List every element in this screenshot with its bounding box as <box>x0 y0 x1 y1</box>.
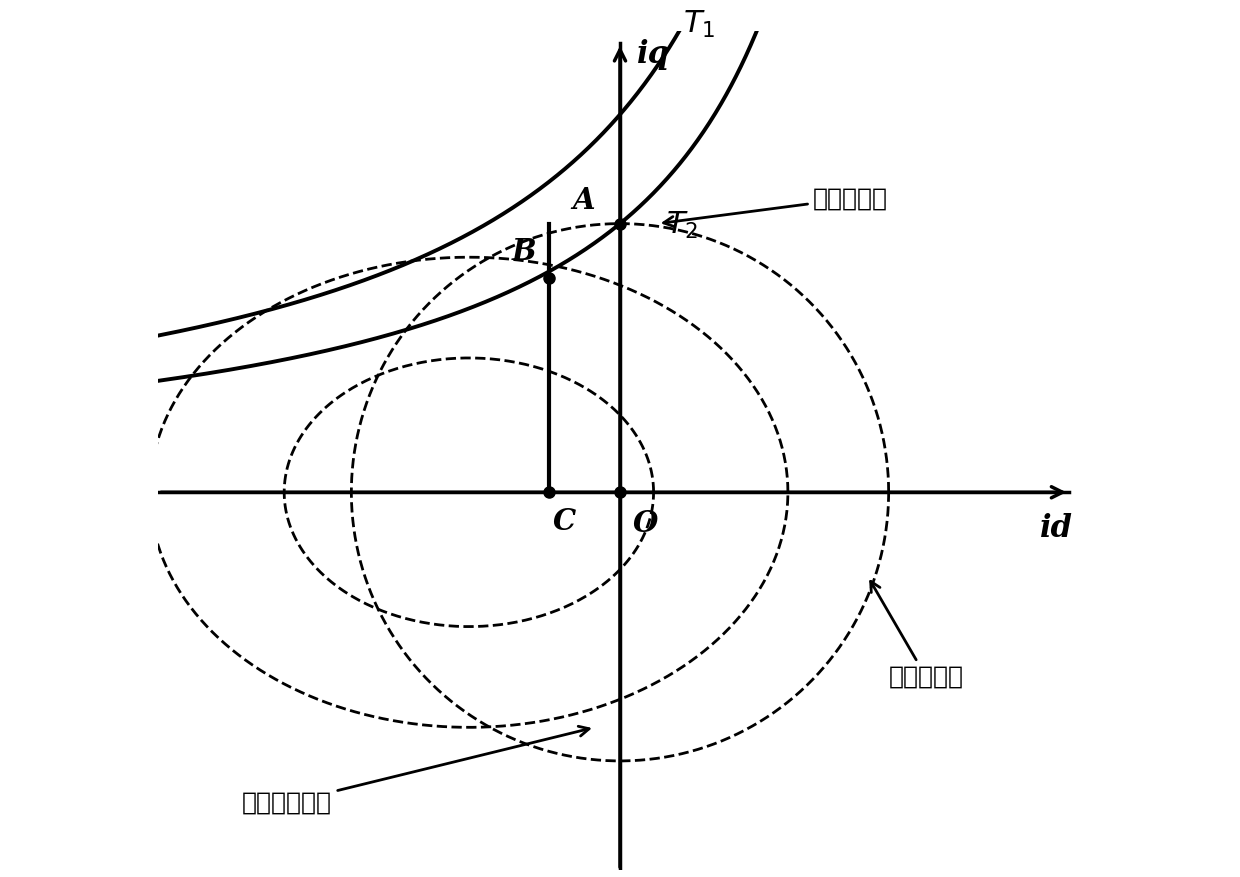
Text: $T_1$: $T_1$ <box>683 9 715 39</box>
Text: C: C <box>553 508 575 537</box>
Text: 电压极限椭圆: 电压极限椭圆 <box>242 726 589 815</box>
Text: iq: iq <box>637 39 670 70</box>
Text: A: A <box>572 186 595 215</box>
Text: $T_2$: $T_2$ <box>666 210 698 240</box>
Text: 电流极限圆: 电流极限圆 <box>870 581 963 689</box>
Text: B: B <box>511 237 536 266</box>
Text: 恒转矩轨迹: 恒转矩轨迹 <box>663 187 888 226</box>
Text: id: id <box>1040 513 1074 545</box>
Text: O: O <box>632 509 658 538</box>
